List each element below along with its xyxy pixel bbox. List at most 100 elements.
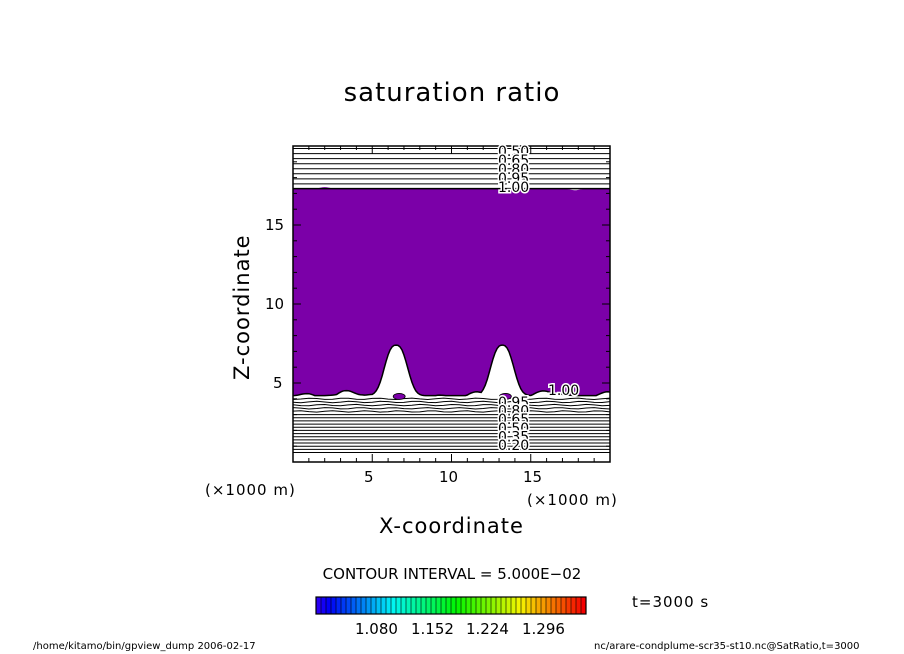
contour-label-bottom: 1.00 [548,383,579,399]
y-tick-label: 5 [273,374,283,392]
chart-title: saturation ratio [343,78,561,108]
contour-line-lower [292,400,611,404]
contour-line-lower [292,407,611,410]
colorbar-segment [366,597,372,614]
colorbar-segment [541,597,547,614]
footer-path: /home/kitamo/bin/gpview_dump 2006-02-17 [33,641,256,652]
colorbar-tick-label: 1.152 [411,620,454,638]
colorbar-segment [531,597,537,614]
contour-label-bottom: 0.95 [498,395,529,411]
colorbar-segment [441,597,447,614]
colorbar-segment [381,597,387,614]
colorbar-segment [391,597,397,614]
colorbar-segment [361,597,367,614]
colorbar-segment [491,597,497,614]
colorbar-segment [401,597,407,614]
footer-source: nc/arare-condplume-scr35-st10.nc@SatRati… [594,641,860,652]
colorbar-segment [376,597,382,614]
x-tick-label: 10 [439,468,459,486]
contour-label-layer: 0.500.650.800.951.001.000.950.800.650.50… [497,143,581,456]
contour-label-top: 0.80 [498,162,529,178]
x-tick-label: 5 [364,468,374,486]
x-axis-label: X-coordinate [379,514,524,538]
colorbar-segment [426,597,432,614]
y-tick-label: 10 [265,295,285,313]
colorbar-segment [546,597,552,614]
colorbar-segment [451,597,457,614]
colorbar-segment [346,597,352,614]
contour-label-bottom: 0.35 [498,429,529,445]
colorbar-segment [321,597,327,614]
colorbar-segment [551,597,557,614]
colorbar-segment [486,597,492,614]
colorbar-segment [406,597,412,614]
colorbar-segment [471,597,477,614]
contour-line-lower [292,403,611,407]
colorbar-segment [331,597,337,614]
colorbar-segment [566,597,572,614]
colorbar-segment [316,597,322,614]
contour-line-lower [292,410,611,413]
colorbar-segment [506,597,512,614]
colorbar-segment [431,597,437,614]
contour-label-top: 1.00 [498,180,529,196]
colorbar-segment [466,597,472,614]
colorbar-segment [511,597,517,614]
colorbar-segment [336,597,342,614]
colorbar-segment [421,597,427,614]
supersaturated-region [293,187,610,396]
colorbar-segment [356,597,362,614]
colorbar-tick-label: 1.224 [466,620,509,638]
colorbar-segment [581,597,587,614]
contour-label-bottom: 0.50 [498,421,529,437]
y-tick-label: 15 [265,216,285,234]
colorbar-segment [416,597,422,614]
contour-label-bottom: 0.20 [498,438,529,454]
colorbar-segment [501,597,507,614]
contour-interval-label: CONTOUR INTERVAL = 5.000E−02 [322,565,582,583]
time-label: t=3000 s [632,593,710,611]
contour-label-top: 0.95 [498,171,529,187]
colorbar-segment [411,597,417,614]
colorbar-segment [446,597,452,614]
colorbar-segment [496,597,502,614]
colorbar-segment [341,597,347,614]
colorbar-tick-label: 1.296 [522,620,565,638]
colorbar-segment [576,597,582,614]
contour-line-lower [292,397,611,401]
plume-base-blob [498,393,512,400]
x-tick-label: 15 [523,468,543,486]
colorbar-segment [456,597,462,614]
x-unit-label-left: (×1000 m) [205,481,296,499]
colorbar-segment [526,597,532,614]
contour-label-bottom: 0.80 [498,404,529,420]
contour-label-bottom: 0.65 [498,412,529,428]
colorbar-frame [315,596,587,615]
colorbar [315,596,587,615]
contour-label-top: 0.65 [498,153,529,169]
plume-base-blob [392,393,406,400]
colorbar-segment [396,597,402,614]
fill-layer [293,187,610,396]
colorbar-segment [371,597,377,614]
colorbar-segment [516,597,522,614]
contour-label-top: 0.50 [498,144,529,160]
colorbar-segment [461,597,467,614]
contour-line-lower-1.00 [292,344,611,397]
x-unit-label-right: (×1000 m) [527,491,618,509]
axis-layer [292,145,611,463]
colorbar-segment [476,597,482,614]
colorbar-segment [326,597,332,614]
colorbar-tick-label: 1.080 [355,620,398,638]
colorbar-segment [556,597,562,614]
y-axis-label: Z-coordinate [230,234,254,380]
colorbar-segment [481,597,487,614]
colorbar-segment [386,597,392,614]
colorbar-segment [521,597,527,614]
colorbar-segment [536,597,542,614]
colorbar-segment [351,597,357,614]
colorbar-segment [571,597,577,614]
colorbar-segment [561,597,567,614]
colorbar-segment [436,597,442,614]
